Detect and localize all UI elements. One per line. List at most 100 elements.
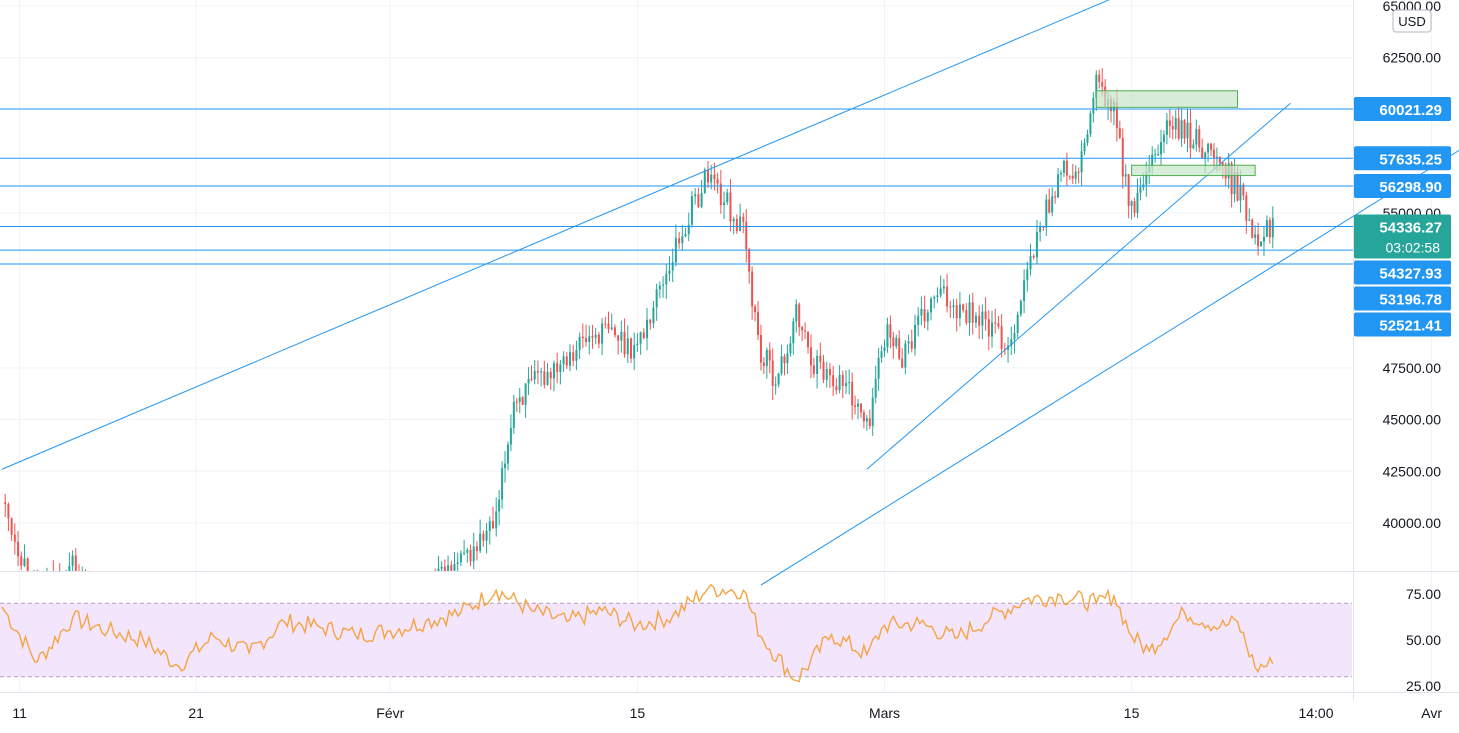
candle-body[interactable]	[1098, 74, 1101, 82]
candle-body[interactable]	[825, 369, 828, 380]
candle-body[interactable]	[978, 315, 981, 326]
candle-body[interactable]	[792, 321, 795, 344]
candle-body[interactable]	[658, 285, 661, 290]
candle-body[interactable]	[952, 305, 955, 308]
candle-body[interactable]	[536, 371, 539, 373]
candle-body[interactable]	[543, 371, 546, 385]
candle-body[interactable]	[910, 341, 913, 349]
candle-body[interactable]	[726, 192, 729, 203]
candle-body[interactable]	[751, 271, 754, 307]
resistance-zone[interactable]	[1095, 90, 1239, 108]
candle-body[interactable]	[506, 444, 509, 464]
candle-body[interactable]	[655, 289, 658, 308]
candle-body[interactable]	[1019, 300, 1022, 315]
candle-body[interactable]	[710, 174, 713, 183]
candle-body[interactable]	[946, 286, 949, 307]
candle-body[interactable]	[475, 546, 478, 551]
candle-body[interactable]	[549, 371, 552, 379]
candle-body[interactable]	[437, 568, 440, 571]
currency-badge[interactable]: USD	[1392, 9, 1432, 33]
candle-body[interactable]	[703, 169, 706, 194]
candle-body[interactable]	[668, 270, 671, 274]
candle-body[interactable]	[1195, 129, 1198, 145]
candle-body[interactable]	[71, 555, 74, 566]
candle-body[interactable]	[665, 273, 668, 285]
candle-body[interactable]	[994, 322, 997, 324]
candle-body[interactable]	[759, 334, 762, 363]
candle-body[interactable]	[13, 534, 16, 542]
candle-body[interactable]	[1174, 118, 1177, 130]
candle-body[interactable]	[504, 463, 507, 469]
candle-body[interactable]	[1186, 122, 1189, 139]
candle-body[interactable]	[1268, 220, 1271, 238]
drawings[interactable]	[0, 0, 1459, 586]
candle-body[interactable]	[1221, 162, 1224, 165]
price-tag[interactable]	[1354, 96, 1451, 121]
candle-body[interactable]	[920, 308, 923, 316]
candle-body[interactable]	[521, 397, 524, 405]
candle-body[interactable]	[1048, 199, 1051, 213]
candle-body[interactable]	[801, 327, 804, 331]
trend-line-inner-support[interactable]	[866, 102, 1291, 470]
candle-body[interactable]	[955, 305, 958, 319]
candle-body[interactable]	[620, 331, 623, 341]
candle-body[interactable]	[854, 405, 857, 407]
candles[interactable]	[4, 68, 1274, 571]
candle-body[interactable]	[607, 323, 610, 330]
candle-body[interactable]	[1035, 232, 1038, 258]
price-tag[interactable]	[1354, 146, 1451, 171]
price-tag[interactable]	[1354, 173, 1451, 198]
candle-body[interactable]	[527, 378, 530, 384]
candle-body[interactable]	[719, 183, 722, 205]
candle-body[interactable]	[780, 356, 783, 374]
candle-body[interactable]	[774, 384, 777, 386]
candle-body[interactable]	[1023, 280, 1026, 301]
candle-body[interactable]	[642, 332, 645, 339]
candle-body[interactable]	[713, 174, 716, 180]
candle-body[interactable]	[440, 566, 443, 569]
candle-body[interactable]	[1248, 219, 1251, 221]
candle-body[interactable]	[479, 533, 482, 551]
candle-body[interactable]	[880, 351, 883, 358]
candle-body[interactable]	[700, 193, 703, 207]
time-axis[interactable]: 1121Févr15Mars15Avr1214:00	[12, 705, 1459, 721]
candle-body[interactable]	[1242, 184, 1245, 196]
candle-body[interactable]	[1074, 171, 1077, 179]
candle-body[interactable]	[533, 371, 536, 380]
candle-body[interactable]	[552, 363, 555, 379]
candle-body[interactable]	[671, 262, 674, 271]
candle-body[interactable]	[495, 511, 498, 529]
candle-body[interactable]	[1165, 120, 1168, 135]
trend-line-channel-upper[interactable]	[1, 0, 1114, 470]
candle-body[interactable]	[844, 382, 847, 387]
candle-body[interactable]	[1016, 314, 1019, 333]
candle-body[interactable]	[762, 362, 765, 366]
candle-body[interactable]	[1010, 339, 1013, 346]
candle-body[interactable]	[466, 549, 469, 553]
rsi-panel[interactable]	[0, 583, 1352, 683]
candle-body[interactable]	[886, 324, 889, 348]
candle-body[interactable]	[786, 353, 789, 364]
candle-body[interactable]	[1198, 129, 1201, 148]
price-tag[interactable]	[1354, 260, 1451, 285]
candle-body[interactable]	[569, 352, 572, 366]
candle-body[interactable]	[1210, 143, 1213, 150]
candle-body[interactable]	[1168, 120, 1171, 127]
resistance-zone[interactable]	[1131, 164, 1256, 177]
candle-body[interactable]	[768, 349, 771, 361]
candle-body[interactable]	[690, 196, 693, 225]
candle-body[interactable]	[904, 343, 907, 368]
candle-body[interactable]	[524, 383, 527, 405]
candle-body[interactable]	[816, 355, 819, 374]
candle-body[interactable]	[789, 343, 792, 354]
candle-body[interactable]	[74, 555, 77, 571]
candle-body[interactable]	[907, 341, 910, 344]
candle-body[interactable]	[498, 499, 501, 512]
candle-body[interactable]	[597, 334, 600, 344]
candle-body[interactable]	[1124, 174, 1127, 177]
candle-body[interactable]	[991, 322, 994, 337]
candle-body[interactable]	[1130, 201, 1133, 206]
candle-body[interactable]	[546, 371, 549, 385]
candle-body[interactable]	[4, 502, 7, 505]
